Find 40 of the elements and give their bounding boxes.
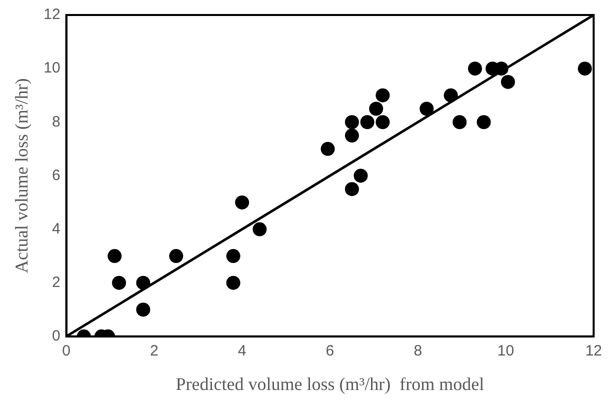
point: [226, 249, 240, 264]
y-tick-label: 4: [52, 220, 60, 238]
y-tick-label: 6: [52, 166, 60, 184]
point: [169, 249, 184, 264]
point: [500, 74, 515, 89]
x-tick-label: 6: [326, 342, 334, 360]
point: [252, 222, 267, 236]
y-axis-title: Actual volume loss (m³/hr): [12, 78, 32, 274]
point: [108, 249, 122, 264]
point: [136, 276, 150, 290]
y-tick-label: 0: [52, 328, 60, 345]
point: [235, 195, 250, 210]
point: [136, 302, 150, 317]
point: [360, 115, 374, 130]
x-tick-label: 10: [497, 342, 514, 360]
point: [468, 62, 482, 76]
point: [320, 142, 335, 156]
point: [476, 115, 491, 130]
point: [112, 276, 126, 290]
point: [444, 88, 458, 102]
x-tick-label: 4: [238, 342, 246, 360]
x-tick-label: 2: [150, 342, 158, 360]
point: [420, 102, 434, 116]
x-tick-label: 8: [414, 342, 422, 360]
point: [452, 115, 467, 130]
y-tick-label: 12: [44, 6, 60, 24]
y-tick-label: 2: [52, 274, 60, 291]
point: [369, 102, 384, 116]
point: [578, 62, 592, 76]
point: [376, 88, 390, 102]
x-tick-label: 12: [585, 342, 602, 360]
point: [344, 128, 359, 143]
point: [376, 115, 390, 130]
point: [354, 168, 368, 183]
x-axis-title: Predicted volume loss (m³/hr) from model: [176, 374, 484, 394]
point: [344, 182, 359, 196]
y-tick-label: 8: [52, 113, 60, 130]
point: [344, 115, 359, 130]
point: [226, 276, 240, 290]
y-tick-label: 10: [44, 60, 60, 77]
